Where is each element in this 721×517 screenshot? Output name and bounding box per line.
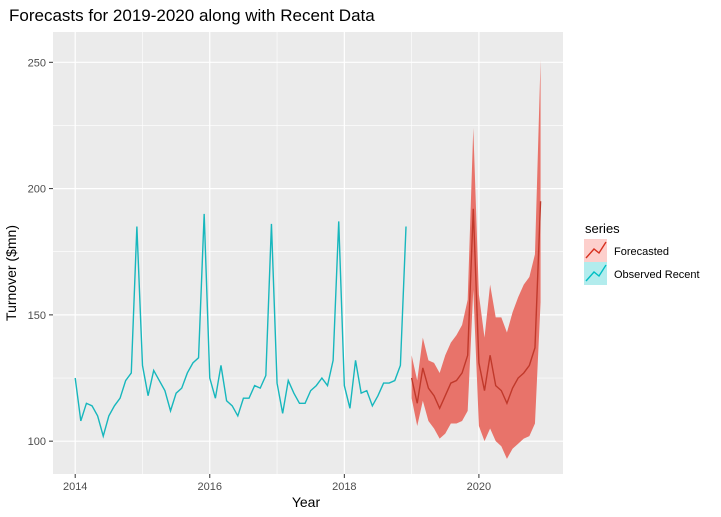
legend-title: series	[585, 221, 620, 236]
data-marks	[74, 59, 542, 459]
series-line-forecasted	[410, 201, 542, 411]
minor-gridlines	[53, 32, 563, 474]
x-tick-label: 2020	[467, 481, 491, 493]
legend-label-observed-recent: Observed Recent	[614, 269, 700, 281]
y-tick-label: 250	[28, 57, 46, 69]
x-axis-title: Year	[292, 494, 321, 510]
y-tick-label: 150	[28, 310, 46, 322]
forecast-interval-band	[411, 59, 541, 459]
y-axis: 100 150 200 250	[28, 57, 53, 448]
y-tick-label: 100	[28, 436, 46, 448]
legend-line-observed-recent	[585, 264, 607, 282]
legend-label-forecasted: Forecasted	[614, 246, 669, 258]
y-tick-label: 200	[28, 184, 46, 196]
x-tick-label: 2016	[198, 481, 222, 493]
chart-title: Forecasts for 2019-2020 along with Recen…	[9, 6, 375, 25]
series-line-observed-recent	[74, 213, 407, 439]
legend: series Forecasted Observed Recent	[584, 221, 700, 285]
legend-item-observed: Observed Recent	[584, 262, 700, 285]
legend-line-forecasted	[585, 241, 607, 259]
legend-item-forecasted: Forecasted	[584, 239, 669, 262]
x-tick-label: 2014	[63, 481, 87, 493]
x-tick-label: 2018	[332, 481, 356, 493]
y-axis-title: Turnover ($mn)	[3, 225, 19, 321]
x-axis: 2014 2016 2018 2020	[63, 474, 491, 493]
